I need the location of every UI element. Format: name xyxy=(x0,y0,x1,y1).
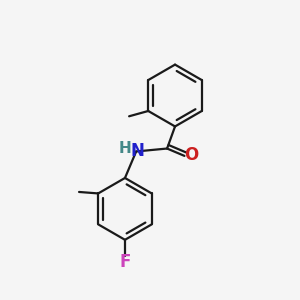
Text: O: O xyxy=(184,146,198,164)
Text: F: F xyxy=(119,254,131,272)
Text: H: H xyxy=(118,141,131,156)
Text: N: N xyxy=(131,142,145,160)
